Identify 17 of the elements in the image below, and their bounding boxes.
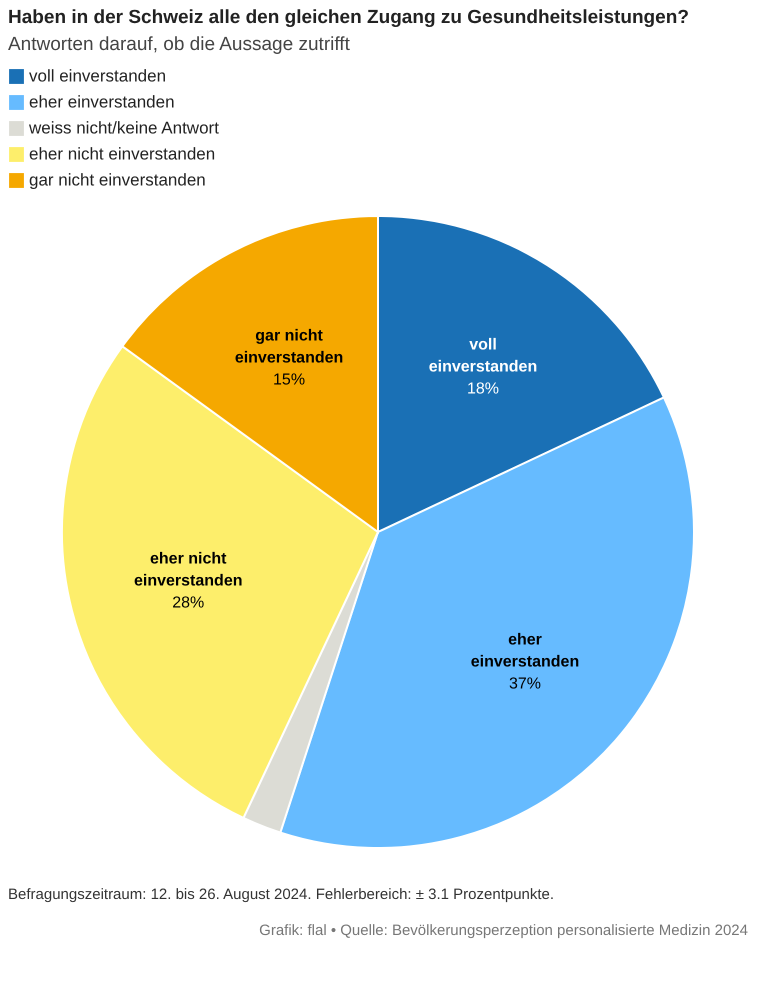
text: Befragungszeitraum: 12. bis 26. August 2024. Fehlerbereich: ± 3.1 Prozentpunkte. [8, 886, 554, 903]
legend-label: weiss nicht/keine Antwort [28, 118, 220, 138]
data-label: 18% [466, 380, 499, 398]
legend-label: gar nicht einverstanden [29, 170, 206, 190]
category-label: eher nicht einverstanden [134, 550, 242, 590]
data-label: 37% [508, 676, 541, 693]
data-label: 15% [273, 371, 306, 388]
chart-subtitle: Antworten darauf, ob die Aussage zutrifft [8, 34, 351, 55]
data-label: 28% [172, 594, 204, 612]
category-label: gar nicht einverstanden [234, 327, 344, 366]
legend-label: voll einverstanden [29, 66, 166, 86]
text: Grafik: flal • Quelle: Bevölkerungsperzeption personalisierte Medizin 2024 [259, 922, 748, 939]
legend-label: eher nicht einverstanden [29, 144, 216, 164]
chart-title: Haben in der Schweiz alle den gleichen Zugang zu Gesundheitsleistungen? [8, 7, 689, 28]
category-label: voll einverstanden [428, 336, 538, 376]
legend-label: eher einverstanden [29, 92, 175, 112]
category-label: eher einverstanden [470, 632, 580, 671]
